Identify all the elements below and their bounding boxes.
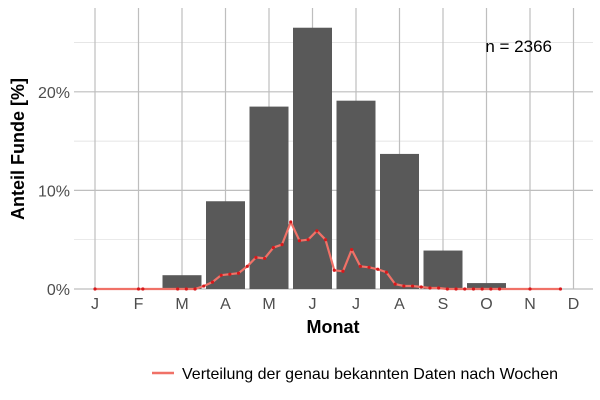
bar-4: [249, 106, 289, 289]
weekly-point-29: [402, 284, 406, 288]
legend: Verteilung der genau bekannten Daten nac…: [152, 366, 558, 383]
weekly-point-10: [236, 271, 241, 275]
bar-8: [423, 250, 463, 289]
weekly-point-2: [141, 287, 145, 291]
sample-size-annotation: n = 2366: [485, 37, 552, 56]
bars: [162, 27, 506, 290]
x-tick-label-4: M: [262, 296, 275, 313]
weekly-point-36: [463, 287, 467, 291]
weekly-point-13: [263, 256, 267, 261]
weekly-point-4: [184, 287, 188, 291]
bar-5: [293, 27, 332, 289]
x-tick-label-9: O: [480, 296, 492, 313]
weekly-point-24: [358, 264, 362, 268]
weekly-point-0: [93, 287, 97, 291]
x-tick-label-1: F: [134, 296, 144, 313]
weekly-point-1: [136, 287, 141, 291]
weekly-point-16: [289, 220, 293, 224]
weekly-point-8: [219, 273, 223, 277]
weekly-point-38: [480, 287, 484, 291]
weekly-point-37: [471, 287, 476, 291]
bar-6: [336, 100, 376, 290]
weekly-point-40: [497, 287, 502, 291]
weekly-point-42: [558, 287, 563, 291]
x-tick-label-11: D: [568, 296, 580, 313]
weekly-point-17: [297, 239, 302, 243]
weekly-point-6: [202, 284, 206, 288]
weekly-point-25: [367, 265, 371, 269]
weekly-point-15: [280, 243, 284, 247]
x-tick-label-7: A: [394, 296, 405, 313]
x-tick-label-2: M: [175, 296, 188, 313]
y-tick-label-0: 0%: [47, 282, 70, 299]
weekly-point-7: [210, 280, 215, 284]
x-tick-label-0: J: [91, 296, 99, 313]
weekly-point-41: [528, 287, 532, 291]
x-tick-label-3: A: [220, 296, 231, 313]
weekly-point-26: [376, 267, 380, 271]
weekly-point-18: [306, 238, 310, 242]
y-tick-labels: 0% 10% 20%: [38, 85, 70, 299]
weekly-point-32: [428, 286, 432, 290]
weekly-point-30: [410, 284, 415, 288]
weekly-point-28: [393, 282, 397, 286]
weekly-point-9: [228, 272, 232, 276]
y-tick-label-1: 10%: [38, 183, 70, 200]
weekly-point-22: [341, 269, 345, 273]
weekly-point-20: [323, 238, 328, 242]
legend-label: Verteilung der genau bekannten Daten nac…: [182, 366, 558, 383]
weekly-point-35: [454, 287, 458, 291]
weekly-point-31: [419, 285, 423, 289]
x-tick-label-10: N: [524, 296, 536, 313]
bar-7: [380, 153, 419, 289]
y-axis-title: Anteil Funde [%]: [8, 78, 28, 220]
weekly-point-5: [193, 287, 197, 291]
weekly-point-33: [437, 286, 441, 290]
weekly-point-27: [384, 270, 389, 274]
weekly-point-11: [245, 264, 249, 268]
weekly-point-39: [489, 287, 493, 291]
weekly-point-3: [176, 287, 180, 291]
bar-2: [162, 275, 202, 289]
y-tick-label-2: 20%: [38, 85, 70, 102]
weekly-point-23: [350, 247, 354, 252]
x-axis-title: Monat: [307, 317, 360, 337]
weekly-point-19: [315, 229, 319, 233]
weekly-point-34: [445, 287, 449, 291]
weekly-line: [93, 220, 563, 291]
weekly-point-21: [332, 268, 336, 272]
x-tick-label-5: J: [309, 296, 317, 313]
x-tick-label-8: S: [438, 296, 449, 313]
bar-9: [467, 283, 506, 289]
x-tick-label-6: J: [352, 296, 360, 313]
weekly-point-12: [254, 255, 258, 260]
weekly-point-14: [271, 245, 275, 250]
bar-3: [206, 201, 245, 289]
